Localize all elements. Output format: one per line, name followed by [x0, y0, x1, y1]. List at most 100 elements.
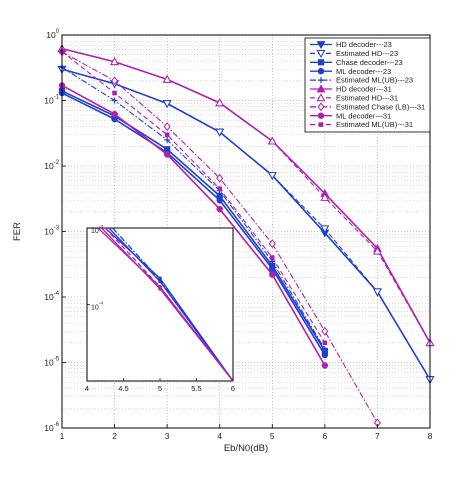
- legend-label: Estimated ML(UB)---31: [336, 120, 413, 129]
- legend-label: Chase decoder---23: [336, 58, 403, 67]
- legend-entry: Estimated ML(UB)---31: [310, 120, 413, 129]
- data-point-marker: [215, 98, 225, 107]
- legend-entry: ML decoder---31: [310, 111, 391, 120]
- data-point-marker: [321, 362, 329, 369]
- x-tick-label: 8: [428, 431, 433, 441]
- legend-label: Estimated ML(UB)---23: [336, 76, 413, 85]
- data-point-marker: [317, 102, 325, 112]
- data-point-marker: [318, 122, 324, 127]
- data-point-marker: [216, 173, 224, 183]
- axis-ticks: 1 2 3 4 5 6 7 8 100 10-1 10-2 10-3 10-4 10-5 10-6: [44, 29, 432, 441]
- data-point-marker: [111, 76, 119, 86]
- data-point-marker: [321, 351, 329, 359]
- data-point-marker: [317, 68, 325, 75]
- inset-y-tick-label: 10-3: [91, 224, 103, 235]
- x-tick-label: 1: [60, 431, 65, 441]
- legend-label: Estimated HD---23: [336, 49, 398, 58]
- legend-label: HD decoder---23: [336, 40, 392, 49]
- inset-plot: 4 4.5 5 5.5 6 10-3 10-4: [85, 224, 235, 393]
- data-point-marker: [162, 100, 172, 109]
- data-point-marker: [322, 340, 328, 346]
- data-point-marker: [316, 50, 326, 59]
- x-axis-label: Eb/N0(dB): [224, 443, 268, 454]
- data-point-marker: [269, 255, 275, 260]
- legend-label: Estimated HD---31: [336, 94, 398, 103]
- y-tick-label: 10-2: [44, 160, 59, 171]
- x-tick-label: 6: [322, 431, 327, 441]
- data-point-marker: [267, 136, 277, 145]
- inset-x-tick-label: 4.5: [118, 384, 128, 393]
- data-point-marker: [321, 326, 329, 336]
- y-tick-label: 10-1: [44, 95, 59, 106]
- x-tick-label: 3: [165, 431, 170, 441]
- data-point-marker: [112, 90, 117, 96]
- inset-data-point: [158, 278, 162, 282]
- y-tick-label: 10-6: [44, 422, 59, 433]
- series-line: [61, 92, 326, 356]
- data-point-marker: [316, 93, 326, 102]
- x-tick-label: 7: [375, 431, 380, 441]
- data-point-marker: [316, 84, 326, 93]
- legend-entry: ML decoder---23: [310, 67, 391, 76]
- legend-label: Estimated Chase (LB)---31: [336, 102, 425, 111]
- data-point-marker: [162, 74, 172, 83]
- series-line: [61, 51, 326, 344]
- y-tick-label: 10-4: [44, 291, 59, 302]
- x-tick-label: 5: [270, 431, 275, 441]
- data-point-marker: [111, 110, 118, 118]
- data-point-marker: [320, 225, 330, 234]
- data-point-marker: [164, 132, 170, 138]
- legend-entry: Chase decoder---23: [310, 58, 403, 67]
- legend-entry: HD decoder---23: [310, 40, 392, 50]
- data-point-marker: [215, 128, 225, 137]
- y-tick-label: 10-3: [44, 226, 59, 237]
- legend-label: ML decoder---31: [336, 111, 391, 120]
- data-point-marker: [317, 59, 325, 66]
- data-point-marker: [163, 151, 171, 158]
- inset-x-tick-label: 6: [231, 384, 235, 393]
- data-point-marker: [111, 97, 118, 104]
- inset-frame: [86, 227, 234, 382]
- x-tick-label: 4: [217, 431, 222, 441]
- series-line: [61, 84, 326, 366]
- data-point-marker: [318, 77, 324, 84]
- legend-entry: Estimated HD---31: [310, 93, 398, 103]
- data-point-marker: [316, 41, 326, 50]
- series-line: [61, 48, 431, 344]
- legend-entry: Estimated Chase (LB)---31: [310, 102, 425, 111]
- x-tick-label: 2: [112, 431, 117, 441]
- legend-entry: Estimated HD---23: [310, 49, 398, 59]
- inset-series-layer: [97, 227, 234, 382]
- y-tick-label: 100: [46, 29, 59, 40]
- data-point-marker: [110, 57, 120, 66]
- data-point-marker: [269, 265, 276, 272]
- inset-x-tick-label: 5.5: [191, 384, 201, 393]
- series-line: [61, 68, 431, 380]
- data-point-marker: [320, 192, 330, 201]
- data-point-marker: [372, 246, 382, 255]
- inset-y-tick-label: 10-4: [91, 301, 103, 312]
- data-point-marker: [317, 112, 325, 119]
- inset-data-point: [158, 285, 162, 289]
- y-axis-label: FER: [12, 222, 23, 241]
- series-line: [61, 47, 431, 344]
- data-point-marker: [268, 239, 276, 249]
- data-point-marker: [217, 186, 223, 192]
- inset-x-tick-label: 4: [85, 384, 89, 393]
- data-point-marker: [216, 205, 223, 213]
- legend-label: HD decoder---31: [336, 85, 392, 94]
- inset-x-tick-label: 5: [158, 384, 162, 393]
- legend-entry: Estimated ML(UB)---23: [310, 76, 413, 85]
- y-tick-label: 10-5: [44, 357, 59, 368]
- legend-entry: HD decoder---31: [310, 84, 392, 94]
- data-point-marker: [321, 346, 328, 353]
- data-point-marker: [372, 288, 382, 297]
- data-point-marker: [163, 122, 171, 131]
- data-point-marker: [269, 271, 276, 278]
- data-point-marker: [216, 197, 223, 204]
- series-line: [61, 90, 326, 352]
- data-point-marker: [267, 171, 277, 180]
